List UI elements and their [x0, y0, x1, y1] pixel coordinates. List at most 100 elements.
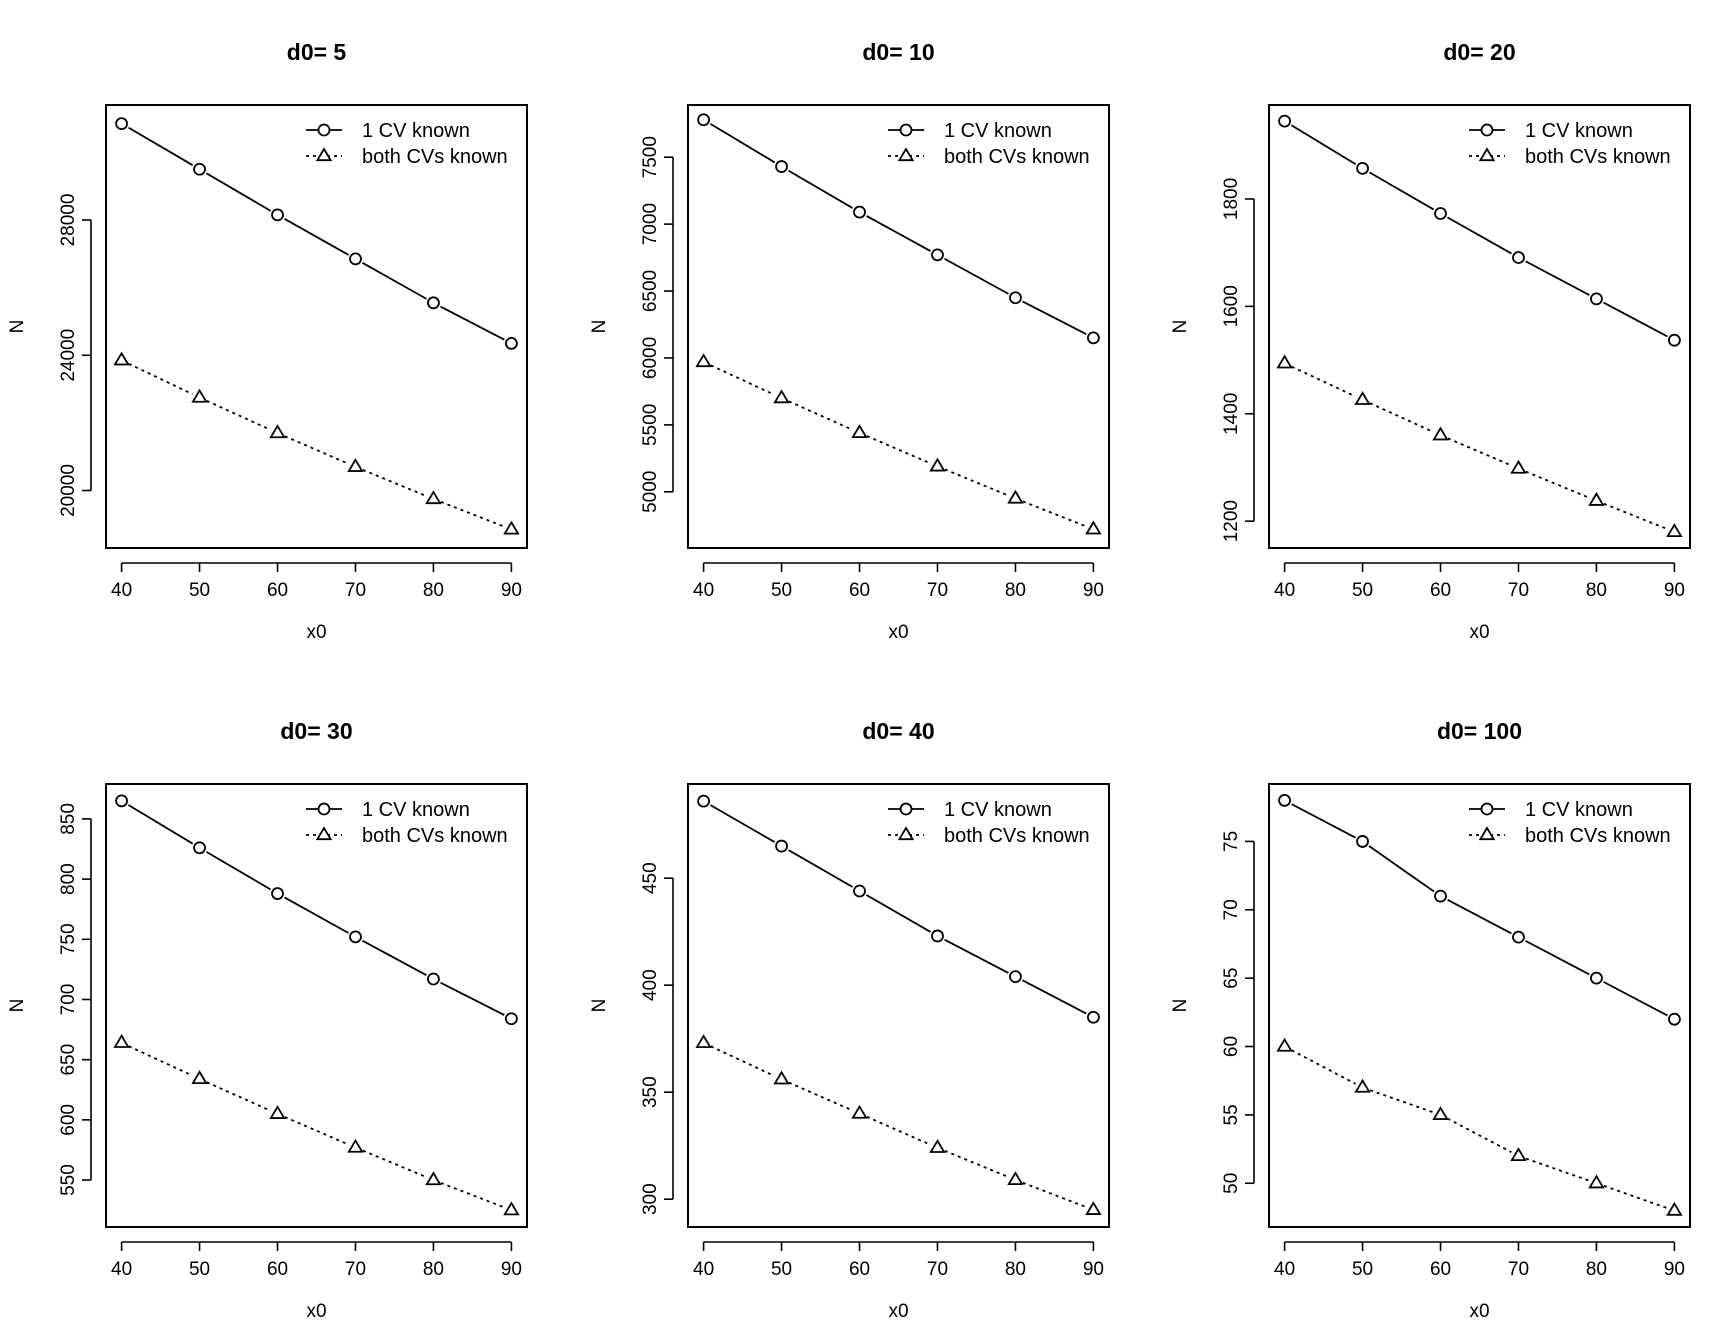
chart-panel-3: d0= 20 40 50 60 70 80 90 x0 1200 1400 1600 1800 N 1 C… [1170, 39, 1691, 643]
series-1-point [193, 841, 206, 855]
legend-label: both CVs known [1525, 825, 1671, 847]
y-tick-label: 6500 [640, 270, 661, 312]
series-1-segment [709, 123, 776, 164]
series-1-segment [944, 257, 1009, 295]
series-1-segment [362, 939, 427, 977]
series-1-segment [1603, 981, 1668, 1017]
series-2-segment [944, 468, 1009, 497]
x-tick-label: 40 [111, 1259, 132, 1280]
series-2-segment [788, 400, 853, 431]
series-1-segment [206, 851, 272, 891]
x-tick-label: 90 [501, 1259, 522, 1280]
legend-label: 1 CV known [1525, 799, 1633, 821]
y-tick-label: 300 [640, 1183, 661, 1215]
series-2-segment [1369, 1089, 1434, 1114]
series-1-point [1087, 1010, 1100, 1024]
series-2-point [773, 389, 790, 404]
series-1-point [931, 929, 944, 943]
legend-marker [1478, 826, 1496, 841]
chart-panel-6: d0= 100 40 50 60 70 80 90 x0 50 55 60 65 70 75 N 1 CV k… [1170, 718, 1691, 1322]
legend-label: both CVs known [944, 146, 1090, 168]
x-tick-label: 40 [693, 1259, 714, 1280]
series-2-segment [206, 1081, 271, 1112]
y-tick-label: 75 [1221, 831, 1242, 852]
series-2-point [347, 458, 364, 472]
x-tick-label: 50 [771, 580, 792, 601]
series-1-segment [362, 262, 427, 300]
series-2-segment [710, 364, 775, 396]
series-2-point [1085, 1201, 1102, 1215]
series-2-segment [866, 435, 931, 465]
y-tick-label: 600 [58, 1104, 79, 1136]
x-tick-label: 50 [189, 580, 210, 601]
series-2-point [1085, 520, 1102, 535]
x-tick-label: 70 [345, 580, 366, 601]
series-2-point [1666, 523, 1683, 537]
y-tick-label: 50 [1221, 1173, 1242, 1194]
x-tick-label: 60 [267, 580, 288, 601]
series-2-segment [1447, 437, 1512, 467]
series-2-point [929, 457, 946, 472]
legend-label: 1 CV known [362, 799, 470, 821]
legend-label: both CVs known [362, 146, 508, 168]
y-tick-label: 60 [1221, 1036, 1242, 1057]
series-1-segment [1603, 301, 1668, 338]
legend-marker [1480, 802, 1494, 816]
x-tick-label: 60 [1430, 1259, 1451, 1280]
x-axis-label: x0 [306, 622, 326, 643]
chart-title: d0= 5 [287, 39, 347, 65]
series-2-point [1276, 354, 1293, 369]
legend-label: both CVs known [944, 825, 1090, 847]
series-1-point [1590, 292, 1603, 306]
series-1-segment [788, 169, 854, 209]
x-tick-label: 90 [1083, 1259, 1104, 1280]
y-tick-label: 1600 [1221, 285, 1242, 327]
series-1-point [1087, 331, 1100, 345]
series-2-point [1432, 1106, 1449, 1120]
y-axis-label: N [1170, 999, 1191, 1013]
y-axis-label: N [589, 999, 610, 1013]
series-1-point [1668, 333, 1681, 347]
x-tick-label: 50 [771, 1259, 792, 1280]
series-2-point [191, 388, 208, 403]
series-1-segment [865, 894, 932, 933]
x-axis-label: x0 [1469, 1301, 1489, 1322]
series-1-segment [866, 215, 931, 252]
x-tick-label: 40 [1274, 1259, 1295, 1280]
x-tick-label: 60 [267, 1259, 288, 1280]
series-1-segment [440, 305, 505, 341]
legend-label: 1 CV known [1525, 120, 1633, 142]
y-tick-label: 7500 [640, 136, 661, 178]
series-1-point [1434, 889, 1447, 903]
series-2-segment [1525, 470, 1590, 499]
series-2-segment [128, 1045, 193, 1077]
y-axis-label: N [7, 320, 28, 334]
series-2-segment [710, 1045, 775, 1077]
series-2-point [347, 1138, 364, 1153]
series-1-segment [788, 849, 854, 888]
legend-label: 1 CV known [362, 120, 470, 142]
series-2-segment [284, 1116, 349, 1146]
series-2-segment [440, 501, 505, 528]
series-1-point [1356, 835, 1369, 848]
series-1-point [1512, 251, 1525, 264]
series-2-segment [440, 1182, 505, 1209]
series-2-segment [206, 400, 271, 431]
x-axis-label: x0 [306, 1301, 326, 1322]
series-1-point [505, 337, 518, 350]
chart-title: d0= 20 [1443, 39, 1515, 65]
legend-label: both CVs known [362, 825, 508, 847]
y-tick-label: 1800 [1221, 178, 1242, 220]
series-1-segment [944, 938, 1009, 974]
series-2-point [1666, 1201, 1683, 1216]
y-tick-label: 28000 [58, 194, 79, 247]
series-2-point [695, 1034, 712, 1049]
legend-marker [899, 802, 913, 816]
series-1-point [775, 839, 788, 853]
series-1-segment [127, 804, 194, 845]
series-1-segment [1447, 216, 1512, 255]
y-tick-label: 1200 [1221, 500, 1242, 542]
series-1-segment [1525, 260, 1590, 296]
plot-frame [105, 783, 528, 1228]
series-1-point [853, 205, 866, 219]
